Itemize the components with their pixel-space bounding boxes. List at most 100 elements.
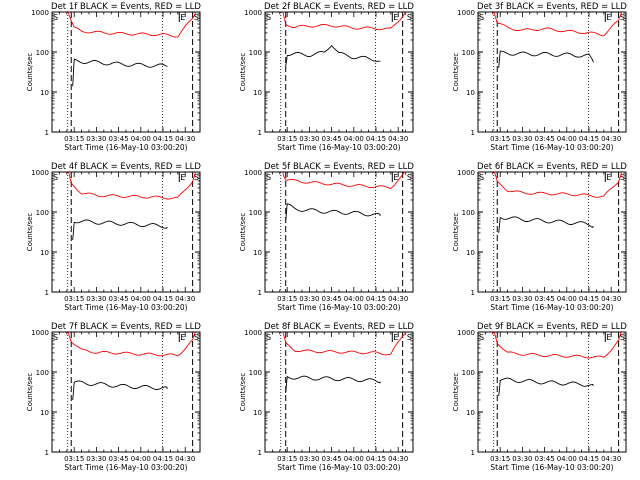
detector-panel-5: Det 5f BLACK = Events, RED = LLD 1 10 100 10…: [239, 162, 414, 312]
x-tick-label: 03:30: [86, 135, 106, 143]
marker-label: S: [479, 13, 484, 22]
plot-frame: [477, 171, 627, 293]
y-axis-label: Counts/sec: [26, 213, 34, 252]
y-tick-label: 1000: [31, 329, 49, 337]
marker-label: S: [266, 13, 271, 22]
y-tick-label: 1: [45, 129, 49, 137]
plot-frame: [51, 331, 201, 453]
x-tick-label: 03:45: [109, 295, 129, 303]
panel-title: Det 5f BLACK = Events, RED = LLD: [264, 162, 414, 172]
panel-title: Det 3f BLACK = Events, RED = LLD: [477, 2, 627, 12]
y-tick-label: 10: [466, 89, 475, 97]
x-tick-label: 03:30: [299, 135, 319, 143]
x-axis-label: Start Time (16-May-10 03:00:20): [490, 463, 613, 472]
events-series-line: [498, 216, 594, 233]
marker-label: S: [266, 333, 271, 342]
detector-panel-4: Det 4f BLACK = Events, RED = LLD 1 10 100 10…: [26, 162, 201, 312]
x-tick-label: 03:15: [277, 455, 297, 463]
plot-frame: [264, 331, 414, 453]
detector-panel-8: Det 8f BLACK = Events, RED = LLD 1 10 100 10…: [239, 322, 414, 472]
events-series-line: [285, 203, 381, 221]
events-series-line: [72, 219, 168, 241]
y-tick-label: 10: [466, 409, 475, 417]
events-series-line: [285, 375, 381, 393]
lld-series-line: [67, 331, 196, 357]
y-axis-label: Counts/sec: [452, 373, 460, 412]
plot-frame: [51, 171, 201, 293]
y-tick-label: 100: [462, 369, 475, 377]
detector-panel-3: Det 3f BLACK = Events, RED = LLD 1 10 100 10…: [452, 2, 627, 152]
y-tick-label: 1: [471, 449, 475, 457]
x-tick-label: 04:00: [557, 295, 577, 303]
x-tick-label: 03:30: [512, 135, 532, 143]
x-axis-label: Start Time (16-May-10 03:00:20): [490, 303, 613, 312]
marker-label: S: [479, 173, 484, 182]
x-tick-label: 03:15: [64, 455, 84, 463]
marker-label: S: [479, 333, 484, 342]
y-tick-label: 100: [249, 369, 262, 377]
lld-series-line: [493, 331, 622, 359]
x-tick-label: 04:00: [557, 455, 577, 463]
marker-label: E: [606, 173, 611, 182]
x-tick-label: 04:30: [601, 135, 621, 143]
y-tick-label: 1000: [457, 329, 475, 337]
x-tick-label: 04:15: [153, 455, 173, 463]
y-axis-label: Counts/sec: [239, 373, 247, 412]
detector-panel-1: Det 1f BLACK = Events, RED = LLD 1 10 100 10…: [26, 2, 201, 152]
x-tick-label: 03:45: [535, 295, 555, 303]
x-axis-label: Start Time (16-May-10 03:00:20): [64, 463, 187, 472]
marker-label: S: [620, 173, 625, 182]
x-tick-label: 03:30: [86, 295, 106, 303]
plot-frame: [264, 171, 414, 293]
y-tick-label: 100: [249, 49, 262, 57]
marker-label: S: [407, 13, 412, 22]
marker-label: E: [606, 13, 611, 22]
marker-label: E: [393, 333, 398, 342]
x-tick-label: 03:45: [109, 455, 129, 463]
y-axis-label: Counts/sec: [452, 53, 460, 92]
x-tick-label: 04:30: [175, 455, 195, 463]
x-tick-label: 03:45: [322, 295, 342, 303]
x-tick-label: 04:30: [601, 295, 621, 303]
y-tick-label: 10: [40, 89, 49, 97]
x-tick-label: 04:15: [366, 295, 386, 303]
x-tick-label: 03:30: [299, 455, 319, 463]
y-tick-label: 1000: [244, 169, 262, 177]
y-tick-label: 10: [40, 249, 49, 257]
x-tick-label: 04:00: [131, 455, 151, 463]
x-tick-label: 03:15: [490, 455, 510, 463]
y-axis-label: Counts/sec: [239, 53, 247, 92]
x-tick-label: 03:30: [86, 455, 106, 463]
x-axis-label: Start Time (16-May-10 03:00:20): [277, 463, 400, 472]
marker-label: S: [194, 173, 199, 182]
lld-series-line: [282, 331, 407, 356]
y-tick-label: 1000: [457, 9, 475, 17]
marker-label: E: [180, 13, 185, 22]
marker-label: E: [180, 173, 185, 182]
x-tick-label: 03:45: [322, 135, 342, 143]
y-tick-label: 1000: [31, 9, 49, 17]
x-tick-label: 04:00: [557, 135, 577, 143]
lld-series-line: [493, 171, 623, 198]
x-axis-label: Start Time (16-May-10 03:00:20): [490, 143, 613, 152]
y-tick-label: 10: [466, 249, 475, 257]
y-tick-label: 1000: [244, 329, 262, 337]
plot-frame: [51, 11, 201, 133]
x-tick-label: 03:15: [490, 295, 510, 303]
x-tick-label: 03:45: [535, 135, 555, 143]
x-tick-label: 03:15: [277, 135, 297, 143]
y-tick-label: 1000: [31, 169, 49, 177]
events-series-line: [498, 377, 594, 397]
detector-panel-6: Det 6f BLACK = Events, RED = LLD 1 10 100 10…: [452, 162, 627, 312]
marker-label: S: [53, 333, 58, 342]
y-tick-label: 1: [45, 289, 49, 297]
x-tick-label: 04:30: [388, 455, 408, 463]
x-tick-label: 03:15: [64, 135, 84, 143]
y-tick-label: 10: [40, 409, 49, 417]
panel-title: Det 2f BLACK = Events, RED = LLD: [264, 2, 414, 12]
panel-title: Det 7f BLACK = Events, RED = LLD: [51, 322, 201, 332]
events-series-line: [498, 50, 594, 68]
panel-title: Det 6f BLACK = Events, RED = LLD: [477, 162, 627, 172]
y-tick-label: 10: [253, 89, 262, 97]
x-tick-label: 04:15: [366, 455, 386, 463]
